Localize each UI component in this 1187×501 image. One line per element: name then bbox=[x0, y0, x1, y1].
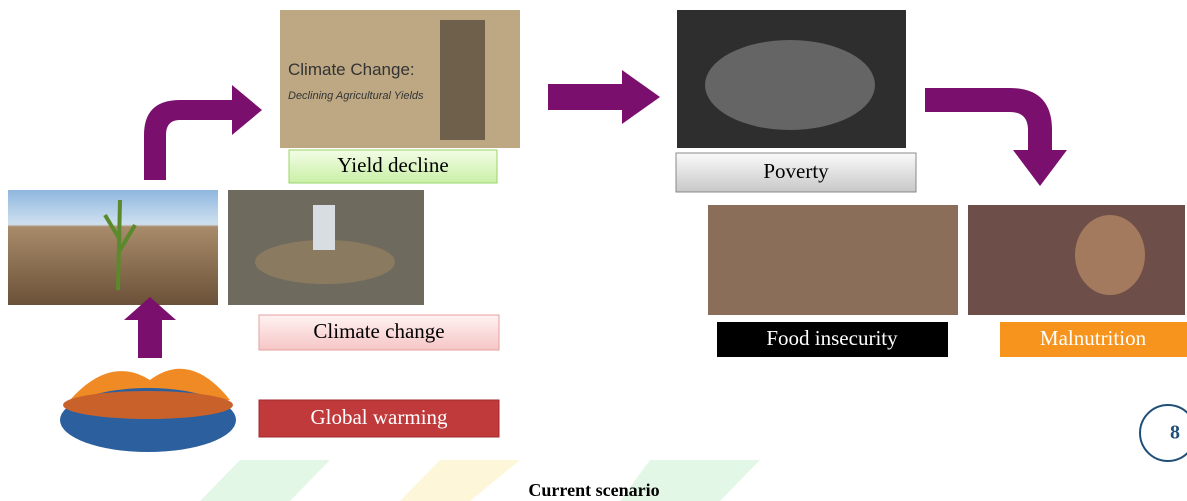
label-box bbox=[258, 399, 500, 438]
label: Malnutrition bbox=[1040, 326, 1147, 350]
label: Climate change bbox=[313, 319, 444, 343]
label: Global warming bbox=[310, 405, 448, 429]
image-subtitle: Declining Agricultural Yields bbox=[288, 90, 424, 102]
label-box bbox=[258, 314, 500, 351]
watermark bbox=[200, 460, 330, 501]
label: Yield decline bbox=[337, 153, 448, 177]
label-box bbox=[1000, 322, 1187, 357]
label: Poverty bbox=[763, 159, 829, 183]
child bbox=[1075, 215, 1145, 295]
hands bbox=[705, 40, 875, 130]
page-circle bbox=[1139, 404, 1187, 462]
label-box bbox=[288, 149, 498, 184]
label: Food insecurity bbox=[766, 326, 898, 350]
page-number: 8 bbox=[1170, 422, 1180, 444]
image-title: Climate Change: bbox=[288, 60, 415, 79]
watermark bbox=[620, 460, 760, 501]
statue bbox=[313, 205, 335, 250]
arrow-curve bbox=[925, 88, 1067, 186]
label-box bbox=[675, 152, 917, 193]
label-box bbox=[717, 322, 948, 357]
drought-image bbox=[8, 190, 218, 305]
farmer-figure bbox=[440, 20, 485, 140]
plant bbox=[103, 199, 137, 291]
watermark bbox=[400, 460, 520, 501]
caption: Current scenario bbox=[528, 480, 659, 500]
food-image bbox=[708, 205, 958, 315]
arrow-right bbox=[548, 70, 660, 124]
earth-burn bbox=[63, 391, 233, 419]
arrow-curve bbox=[144, 85, 262, 180]
arrow-up bbox=[124, 297, 176, 358]
flood-water bbox=[255, 240, 395, 284]
